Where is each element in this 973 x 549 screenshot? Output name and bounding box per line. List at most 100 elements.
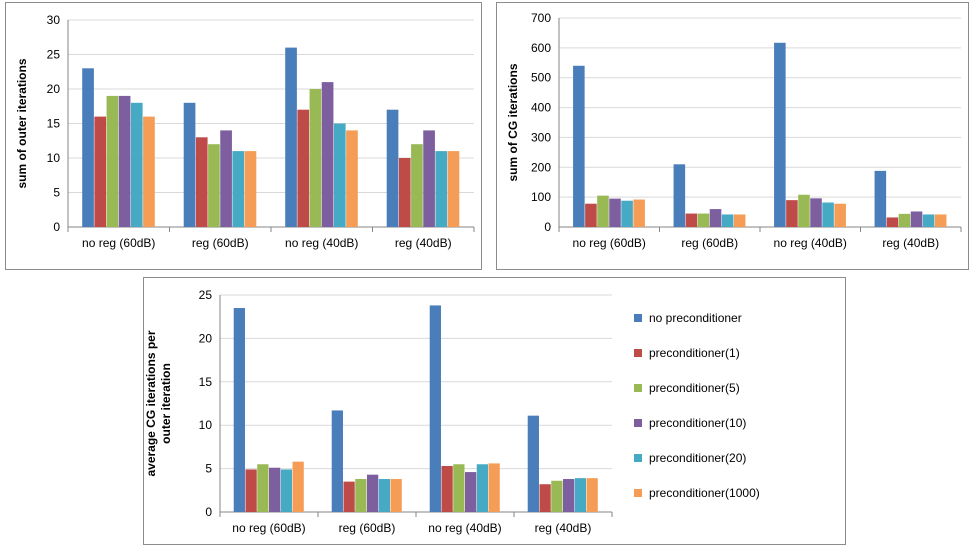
chart-cg-iterations: 0 100 200 300 400 500 600 700 no reg (60dB) reg (… (506, 11, 962, 250)
bar (309, 89, 322, 227)
bar (910, 211, 923, 227)
bar (269, 467, 281, 512)
bar (673, 164, 686, 227)
bar (527, 415, 539, 512)
x-tick-label: no reg (40dB) (285, 236, 358, 250)
bar (786, 200, 798, 227)
bar (709, 209, 722, 227)
y-axis-label-line: sum of CG iterations (506, 63, 520, 181)
bar (822, 202, 834, 227)
y-tick-label: 15 (199, 375, 213, 389)
bar (435, 151, 448, 227)
x-tick-label: reg (40dB) (395, 236, 452, 250)
y-tick-label: 10 (199, 418, 213, 432)
x-tick-label: reg (40dB) (535, 521, 592, 535)
bar (934, 214, 947, 227)
legend-swatch (634, 489, 642, 497)
bar (585, 203, 597, 227)
y-axis-label-line: sum of outer iterations (15, 58, 29, 188)
legend-swatch (634, 314, 642, 322)
bar (898, 213, 911, 227)
bar (208, 144, 220, 227)
bar (130, 102, 143, 227)
bar (257, 464, 269, 512)
x-tick-label: reg (40dB) (882, 236, 939, 250)
x-tick-label: no reg (60dB) (573, 236, 646, 250)
bar (346, 130, 358, 227)
bar (563, 479, 575, 512)
y-axis-label-line: average CG iterations per (144, 330, 158, 476)
legend-label: preconditioner(1000) (649, 486, 760, 500)
y-tick-label: 10 (47, 151, 61, 165)
legend-label: no preconditioner (649, 311, 742, 325)
bar (697, 213, 710, 227)
x-tick-label: no reg (60dB) (82, 236, 155, 250)
bar (429, 305, 441, 512)
y-tick-label: 400 (531, 101, 551, 115)
bar (539, 484, 551, 512)
bar (367, 474, 379, 512)
x-tick-label: reg (60dB) (339, 521, 396, 535)
x-tick-label: no reg (40dB) (428, 521, 501, 535)
x-tick-label: no reg (60dB) (232, 521, 305, 535)
chart-average-cg: 0 5 10 15 20 25 no reg (60dB) reg (60dB) no reg … (144, 288, 760, 535)
bar (874, 170, 887, 227)
bar (721, 214, 734, 227)
bar (220, 130, 232, 227)
y-tick-label: 500 (531, 71, 551, 85)
y-tick-label: 0 (205, 505, 212, 519)
y-tick-label: 5 (205, 462, 212, 476)
bar (447, 151, 460, 227)
bar (597, 195, 609, 227)
bar (118, 95, 131, 228)
bar (390, 479, 402, 512)
bar (398, 158, 411, 227)
bar (321, 82, 334, 227)
bar (411, 144, 423, 227)
bar (232, 151, 245, 227)
bar (280, 469, 293, 512)
x-tick-label: reg (60dB) (192, 236, 249, 250)
bar (244, 151, 257, 227)
bar (355, 479, 367, 512)
y-tick-label: 0 (544, 220, 551, 234)
bar (453, 464, 465, 512)
y-tick-label: 15 (47, 117, 61, 131)
bar (233, 308, 245, 512)
bar (573, 65, 585, 227)
bar (733, 214, 746, 227)
y-tick-label: 300 (531, 130, 551, 144)
x-tick-label: reg (60dB) (681, 236, 738, 250)
bar (586, 478, 598, 512)
y-tick-label: 0 (53, 220, 60, 234)
bar (386, 109, 399, 227)
chart-panel-average-cg: 0 5 10 15 20 25 no reg (60dB) reg (60dB) no reg … (143, 277, 846, 545)
y-tick-label: 30 (47, 13, 61, 27)
bar (297, 109, 310, 227)
bar (292, 461, 304, 512)
bar (245, 469, 257, 512)
bar (551, 480, 563, 512)
bar (423, 130, 435, 227)
y-axis-label-line: outer iteration (159, 363, 173, 444)
bar (922, 214, 935, 227)
chart-outer-iterations: 0 5 10 15 20 25 30 no reg (60dB) reg (60dB) no re… (15, 13, 475, 250)
y-tick-label: 600 (531, 41, 551, 55)
bar (82, 68, 94, 227)
bar (143, 116, 155, 227)
bar (285, 47, 297, 227)
legend-label: preconditioner(20) (649, 451, 746, 465)
bar (609, 198, 621, 227)
bar (465, 472, 477, 512)
bar (94, 116, 107, 227)
y-axis-label: average CG iterations perouter iteration (144, 330, 173, 476)
y-axis-label: sum of CG iterations (506, 63, 520, 181)
bar (331, 410, 343, 512)
bar (886, 217, 899, 227)
y-tick-label: 200 (531, 160, 551, 174)
bar (685, 213, 698, 227)
y-tick-label: 700 (531, 11, 551, 25)
bar (333, 123, 346, 227)
bar (574, 478, 587, 512)
legend-label: preconditioner(5) (649, 381, 740, 395)
